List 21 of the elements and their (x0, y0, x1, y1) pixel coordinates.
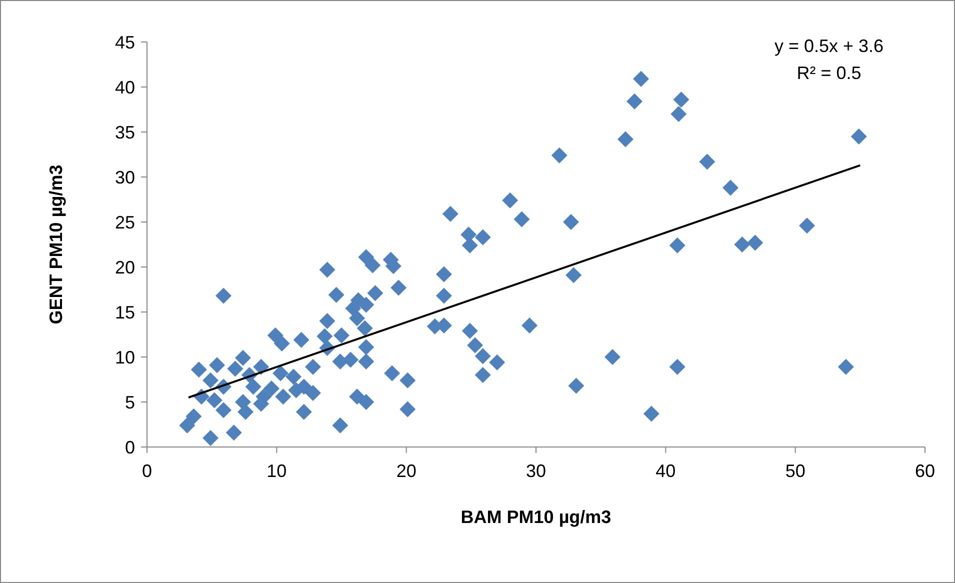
x-tick-label: 40 (656, 461, 676, 481)
x-tick-label: 50 (785, 461, 806, 481)
x-tick-label: 60 (914, 461, 936, 481)
y-tick-label: 25 (114, 212, 135, 232)
y-tick-label: 40 (114, 77, 135, 98)
y-tick-label: 35 (114, 122, 135, 142)
y-tick-label: 5 (124, 392, 135, 412)
y-tick-label: 45 (114, 32, 135, 52)
x-axis-title: BAM PM10 µg/m3 (460, 507, 612, 527)
y-tick-label: 30 (114, 167, 135, 188)
y-tick-label: 0 (124, 437, 135, 458)
x-tick-label: 30 (526, 461, 546, 481)
y-axis-title: GENT PM10 µg/m3 (46, 164, 66, 324)
annotation: y = 0.5x + 3.6 (774, 36, 884, 56)
x-tick-label: 20 (396, 461, 416, 481)
y-tick-label: 10 (114, 347, 135, 368)
annotation: R² = 0.5 (796, 63, 862, 83)
x-tick-label: 0 (142, 461, 152, 481)
x-tick-label: 10 (266, 461, 287, 481)
y-tick-label: 20 (114, 257, 135, 278)
y-tick-label: 15 (114, 302, 135, 322)
